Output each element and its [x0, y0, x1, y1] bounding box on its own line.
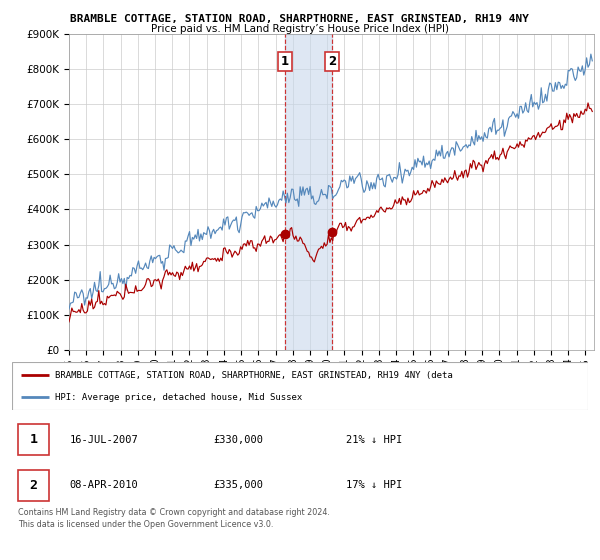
Bar: [285, 34, 332, 350]
Text: 2: 2: [328, 55, 336, 68]
Text: 17% ↓ HPI: 17% ↓ HPI: [346, 480, 403, 490]
Text: 08-APR-2010: 08-APR-2010: [70, 480, 139, 490]
Text: Contains HM Land Registry data © Crown copyright and database right 2024.
This d: Contains HM Land Registry data © Crown c…: [18, 508, 330, 529]
Text: Price paid vs. HM Land Registry’s House Price Index (HPI): Price paid vs. HM Land Registry’s House …: [151, 24, 449, 34]
Bar: [18, 424, 49, 455]
Text: £335,000: £335,000: [214, 480, 263, 490]
Text: BRAMBLE COTTAGE, STATION ROAD, SHARPTHORNE, EAST GRINSTEAD, RH19 4NY: BRAMBLE COTTAGE, STATION ROAD, SHARPTHOR…: [71, 14, 530, 24]
Text: 21% ↓ HPI: 21% ↓ HPI: [346, 435, 403, 445]
Bar: [18, 470, 49, 501]
Text: 1: 1: [281, 55, 289, 68]
Text: 1: 1: [29, 433, 38, 446]
Text: 2: 2: [29, 479, 38, 492]
Text: £330,000: £330,000: [214, 435, 263, 445]
Text: HPI: Average price, detached house, Mid Sussex: HPI: Average price, detached house, Mid …: [55, 393, 302, 402]
Text: 16-JUL-2007: 16-JUL-2007: [70, 435, 139, 445]
Text: BRAMBLE COTTAGE, STATION ROAD, SHARPTHORNE, EAST GRINSTEAD, RH19 4NY (deta: BRAMBLE COTTAGE, STATION ROAD, SHARPTHOR…: [55, 371, 453, 380]
